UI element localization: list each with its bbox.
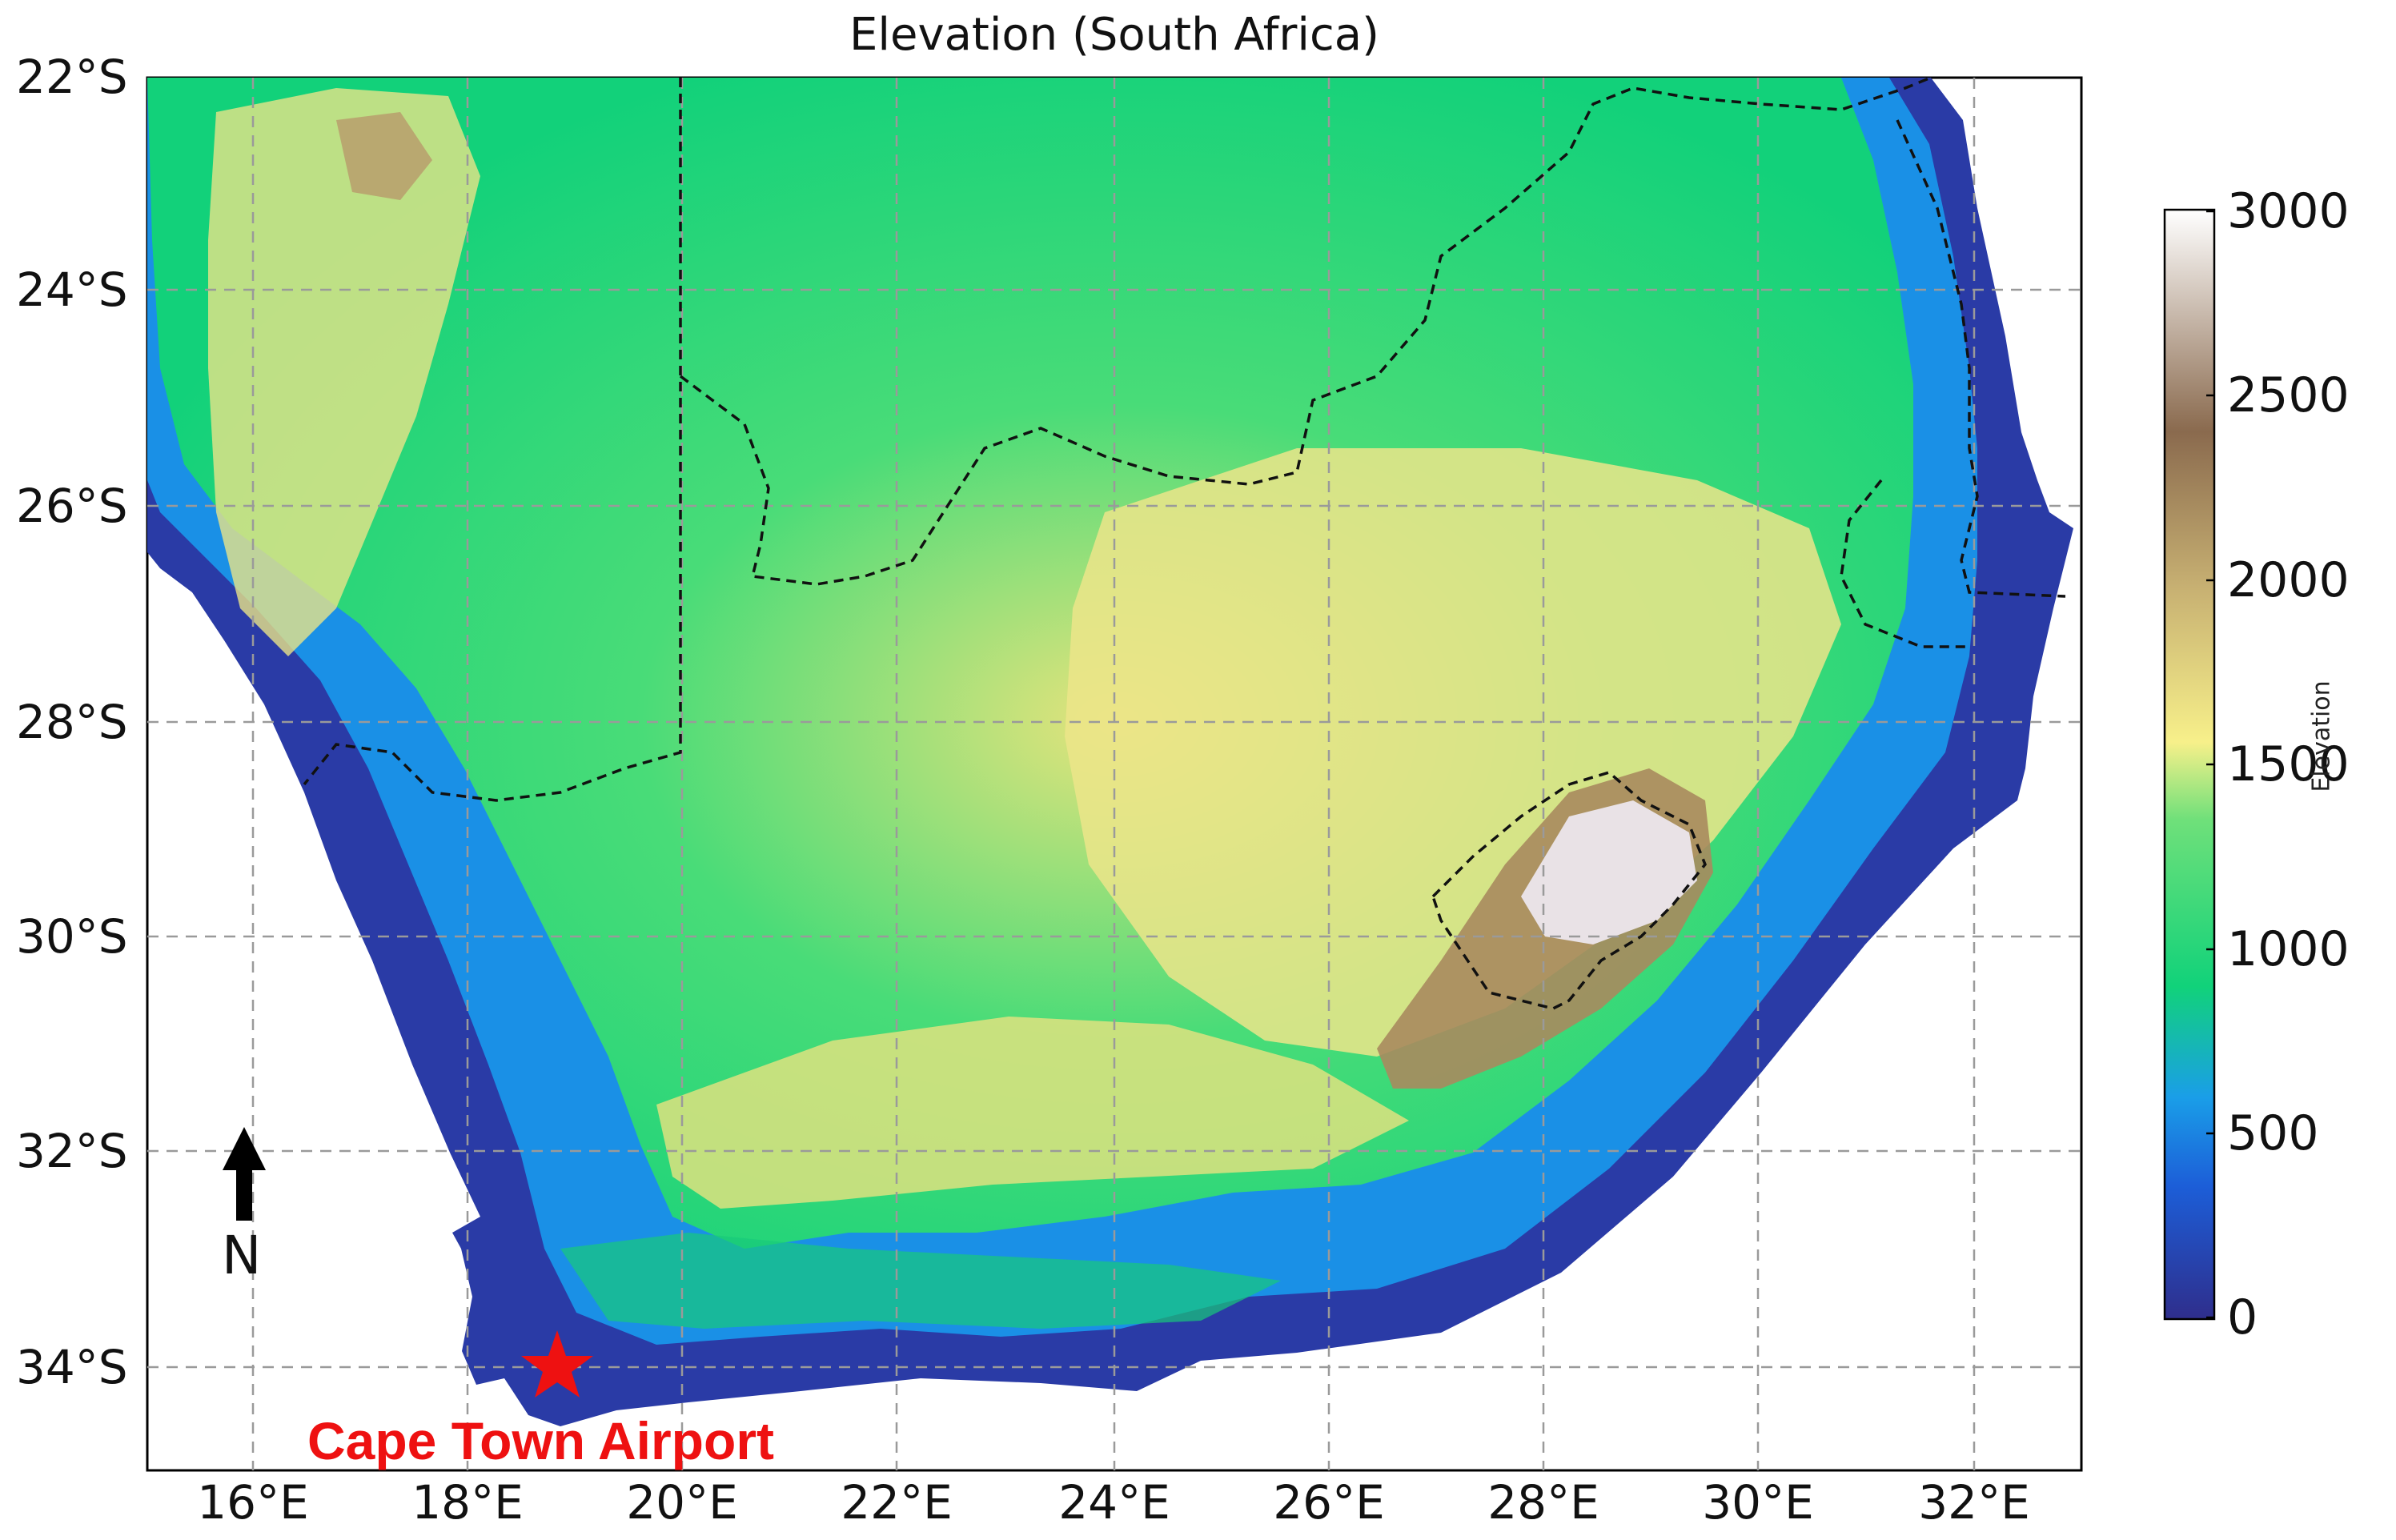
lon-tick-32e: 32°E (1918, 1475, 2030, 1530)
lon-tick-22e: 22°E (841, 1475, 953, 1530)
airport-star-icon (521, 1330, 593, 1398)
lon-tick-30e: 30°E (1702, 1475, 1814, 1530)
colorbar-tick-1500: 1500 (2227, 736, 2350, 792)
colorbar-tick-2000: 2000 (2227, 552, 2350, 608)
north-arrow (223, 1127, 266, 1221)
colorbar (2163, 208, 2216, 1321)
colorbar-tick-0: 0 (2227, 1289, 2258, 1345)
lon-tick-16e: 16°E (197, 1475, 309, 1530)
colorbar-tick-1000: 1000 (2227, 921, 2350, 977)
lat-tick-22s: 22°S (16, 50, 128, 104)
map-title: Elevation (South Africa) (849, 9, 1379, 61)
lat-tick-28s: 28°S (16, 695, 128, 749)
lat-tick-26s: 26°S (16, 479, 128, 533)
colorbar-tick-3000: 3000 (2227, 183, 2350, 239)
lon-tick-18e: 18°E (411, 1475, 524, 1530)
colorbar-tick-500: 500 (2227, 1105, 2319, 1161)
lat-tick-34s: 34°S (16, 1340, 128, 1394)
gridlines (147, 78, 2081, 1470)
highland-west (208, 88, 480, 656)
colorbar-label: Elevation (2307, 680, 2336, 792)
lon-tick-26e: 26°E (1273, 1475, 1385, 1530)
north-label: N (222, 1225, 262, 1286)
lon-tick-28e: 28°E (1487, 1475, 1599, 1530)
highland-east (1065, 448, 1841, 1057)
country-borders (303, 76, 2066, 1010)
lat-tick-30s: 30°S (16, 909, 128, 964)
mountain-northwest (336, 112, 432, 200)
lon-tick-24e: 24°E (1058, 1475, 1170, 1530)
highland-south (656, 1017, 1409, 1209)
cape-fold-belt (560, 1233, 1281, 1329)
colorbar-ticks (2206, 210, 2214, 1319)
mountain-peaks (1521, 800, 1697, 944)
colorbar-tick-2500: 2500 (2227, 367, 2350, 423)
airport-label: Cape Town Airport (307, 1411, 774, 1470)
lon-tick-20e: 20°E (626, 1475, 738, 1530)
lat-tick-32s: 32°S (16, 1124, 128, 1178)
lat-tick-24s: 24°S (16, 263, 128, 317)
